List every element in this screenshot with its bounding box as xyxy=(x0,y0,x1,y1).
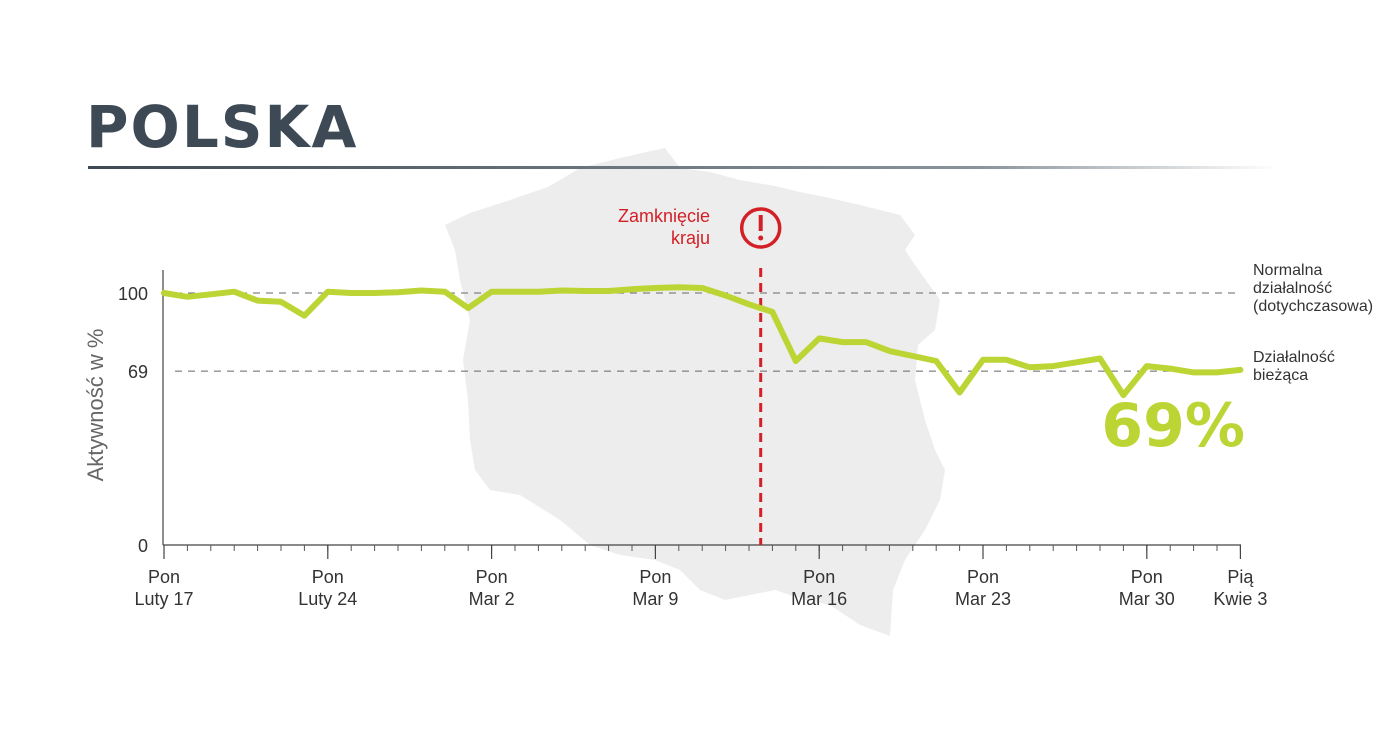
activity-series-line xyxy=(161,284,1244,399)
exclamation-circle-icon-dot xyxy=(758,235,764,241)
poland-map-silhouette xyxy=(445,148,945,636)
x-tick-label-day: Pon xyxy=(312,567,344,587)
lockdown-label: Zamknięcie xyxy=(618,206,710,226)
x-tick-label-date: Mar 16 xyxy=(791,589,847,609)
y-tick-label: 100 xyxy=(118,284,148,304)
lockdown-label: kraju xyxy=(671,228,710,248)
title-divider xyxy=(88,166,1278,169)
reference-line-label: Normalna xyxy=(1253,262,1322,279)
x-tick-label-date: Mar 9 xyxy=(632,589,678,609)
current-value-label: 69% xyxy=(1101,391,1245,461)
x-tick-label-day: Pon xyxy=(803,567,835,587)
x-tick-label-day: Pon xyxy=(1131,567,1163,587)
y-axis-label: Aktywność w % xyxy=(83,329,108,482)
exclamation-circle-icon-bar xyxy=(758,215,763,231)
x-tick-label-date: Luty 24 xyxy=(298,589,357,609)
exclamation-circle-icon xyxy=(739,207,782,249)
x-tick-label-day: Pon xyxy=(967,567,999,587)
reference-line-label: Działalność xyxy=(1253,349,1335,366)
x-tick-label-date: Kwie 3 xyxy=(1213,589,1267,609)
x-tick-label-day: Pon xyxy=(476,567,508,587)
x-tick-label-date: Mar 23 xyxy=(955,589,1011,609)
reference-line-label: działalność xyxy=(1253,280,1332,297)
x-tick-label-date: Mar 30 xyxy=(1119,589,1175,609)
x-tick-label-day: Pią xyxy=(1227,567,1254,587)
x-tick-label-day: Pon xyxy=(148,567,180,587)
y-tick-label: 0 xyxy=(138,536,148,556)
y-tick-label: 69 xyxy=(128,362,148,382)
reference-line-label: bieżąca xyxy=(1253,367,1308,384)
x-tick-label-date: Luty 17 xyxy=(134,589,193,609)
page-title: POLSKA xyxy=(86,93,359,161)
x-tick-label-date: Mar 2 xyxy=(469,589,515,609)
x-tick-label-day: Pon xyxy=(639,567,671,587)
reference-line-label: (dotychczasowa) xyxy=(1253,298,1373,315)
